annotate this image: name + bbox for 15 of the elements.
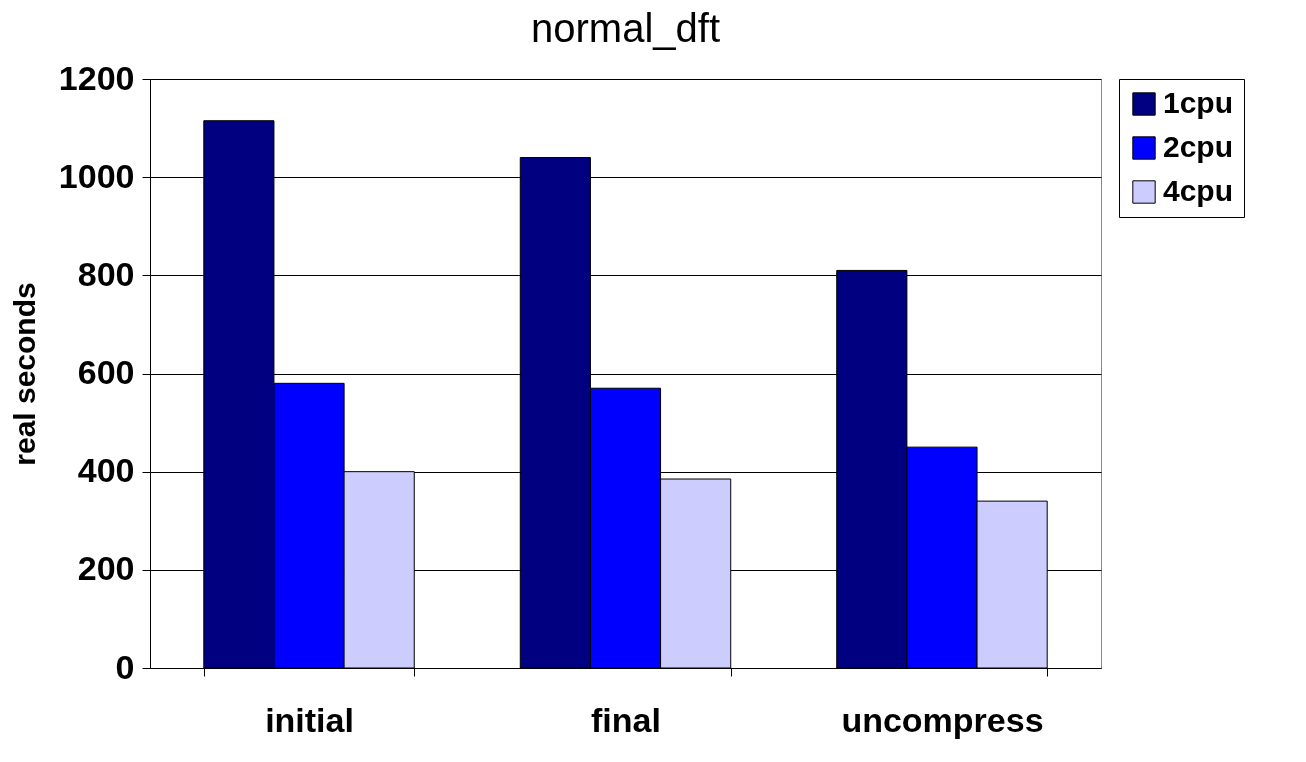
y-tick-label: 0: [115, 647, 135, 686]
legend-label: 4cpu: [1163, 174, 1234, 207]
y-tick-label: 1000: [58, 156, 135, 195]
y-tick-label: 200: [77, 549, 135, 588]
legend-label: 2cpu: [1163, 130, 1234, 163]
y-tick-label: 400: [77, 451, 135, 490]
y-axis-title: real seconds: [7, 282, 41, 466]
legend-label: 1cpu: [1163, 86, 1234, 119]
chart-title: normal_dft: [531, 6, 720, 50]
x-tick-label: initial: [265, 700, 354, 739]
y-tick-label: 800: [77, 254, 135, 293]
x-tick-label: uncompress: [841, 700, 1044, 739]
y-tick-label: 1200: [58, 58, 135, 97]
y-tick-label: 600: [77, 353, 135, 391]
x-tick-label: final: [591, 700, 661, 739]
